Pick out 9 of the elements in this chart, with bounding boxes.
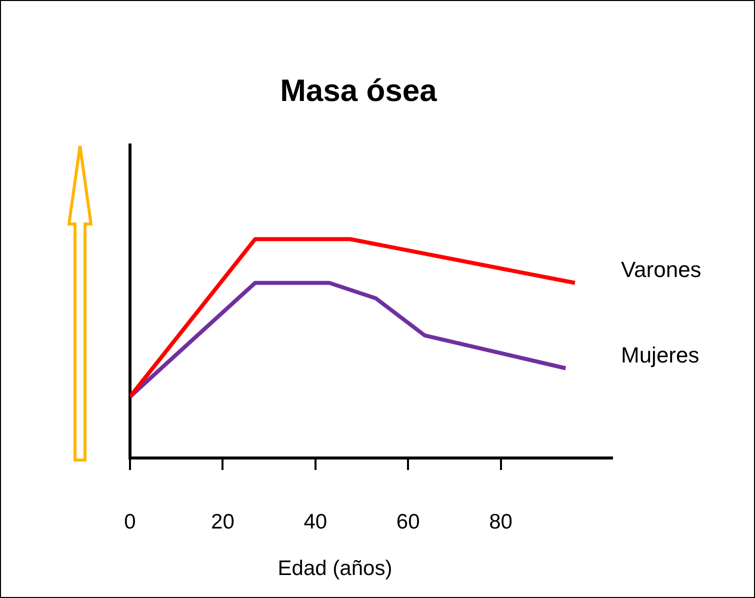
x-tick-label: 40: [304, 510, 328, 534]
chart-title: Masa ósea: [279, 73, 438, 109]
x-tick-label: 20: [211, 510, 234, 534]
x-tick-label: 60: [396, 510, 420, 534]
text: Varones: [621, 256, 702, 282]
x-tick-label: 0: [124, 510, 136, 534]
text: Mujeres: [621, 342, 700, 368]
x-tick-label: 80: [489, 510, 512, 534]
x-axis-title: Edad (años): [276, 557, 394, 581]
